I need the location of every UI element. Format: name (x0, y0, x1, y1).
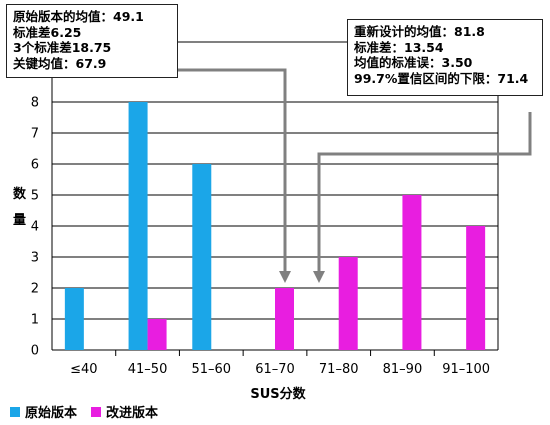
bar-redesign-4 (338, 257, 358, 350)
legend-label-original: 原始版本 (25, 406, 78, 421)
y-axis-label-char: 数 (13, 186, 27, 202)
arrow-head-ci-lower (313, 271, 325, 283)
x-tick-label: 91–100 (442, 362, 490, 377)
redesign-sd: 标准差：13.54 (354, 39, 444, 55)
x-tick-label: 61–70 (255, 362, 295, 377)
x-tick-label: ≤40 (70, 362, 97, 377)
bar-original-2 (192, 164, 212, 350)
y-tick-labels: 0 1 2 3 4 5 6 7 8 (31, 96, 39, 359)
legend-item-original: 原始版本 (10, 402, 77, 421)
original-sd: 标准差6.25 (13, 24, 82, 40)
redesign-mean: 重新设计的均值：81.8 (354, 24, 485, 39)
legend: 原始版本 改进版本 (10, 402, 172, 421)
y-tick-label: 2 (31, 282, 39, 297)
y-tick-label: 4 (31, 220, 39, 235)
y-tick-label: 3 (31, 251, 39, 266)
y-tick-label: 8 (31, 96, 39, 111)
bar-original-0 (64, 288, 84, 350)
bar-original-1 (128, 102, 148, 350)
arrow-ci-lower (317, 112, 532, 272)
original-stats-box: 原始版本的均值：49.1 标准差6.25 3个标准差18.75 关键均值：67.… (6, 4, 178, 78)
x-tick-label: 71–80 (319, 362, 359, 377)
original-3sd: 3个标准差18.75 (13, 40, 112, 55)
legend-swatch-redesign (91, 406, 102, 417)
x-tick-label: 51–60 (191, 362, 231, 377)
legend-item-redesign: 改进版本 (91, 402, 158, 421)
redesign-ci-lower: 99.7%置信区间的下限：71.4 (354, 70, 529, 86)
y-tick-label: 1 (31, 313, 39, 328)
y-tick-label: 5 (31, 189, 39, 204)
y-axis-label-char: 量 (13, 213, 26, 228)
arrow-head-critical-mean (279, 271, 291, 283)
bar-redesign-1 (147, 319, 167, 350)
x-tick-label: 41–50 (128, 362, 168, 377)
bar-redesign-3 (275, 288, 294, 350)
x-tick-label: 81–90 (383, 362, 423, 377)
y-tick-label: 7 (31, 127, 39, 142)
bar-redesign-6 (466, 226, 486, 350)
y-tick-label: 0 (31, 344, 39, 359)
redesign-stats-box: 重新设计的均值：81.8 标准差：13.54 均值的标准误：3.50 99.7%… (347, 19, 543, 96)
legend-swatch-original (10, 406, 20, 417)
legend-label-redesign: 改进版本 (106, 406, 159, 421)
y-tick-label: 6 (31, 158, 39, 173)
bar-redesign-5 (402, 195, 422, 350)
arrow-critical-mean (178, 68, 287, 272)
x-axis-label: SUS分数 (250, 386, 306, 402)
original-mean: 原始版本的均值：49.1 (13, 9, 144, 24)
redesign-se: 均值的标准误：3.50 (354, 55, 473, 70)
annotation-arrows (178, 68, 532, 283)
critical-mean: 关键均值：67.9 (13, 55, 107, 71)
bars (64, 102, 486, 350)
x-tick-labels: ≤40 41–50 51–60 61–70 71–80 81–90 91–100 (70, 362, 490, 377)
y-axis-label: 数量 (13, 186, 27, 228)
